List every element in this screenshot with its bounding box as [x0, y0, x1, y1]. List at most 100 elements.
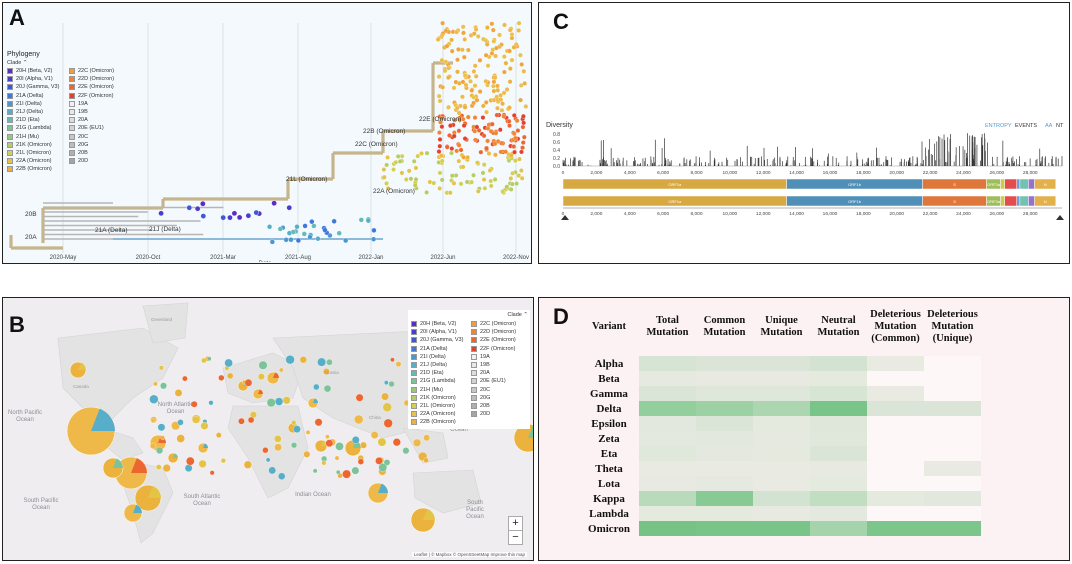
tip-node	[466, 47, 471, 53]
zoom-out-button[interactable]: −	[508, 530, 523, 545]
legend-item[interactable]: 20J (Gamma, V3)	[7, 83, 69, 91]
legend-label: 20D	[78, 158, 89, 165]
nt-toggle[interactable]: NT	[1056, 123, 1064, 129]
legend-item[interactable]: 20H (Beta, V2)	[411, 320, 471, 328]
tip-node	[437, 186, 443, 191]
legend-item[interactable]: 22A (Omicron)	[411, 410, 471, 418]
tip-node	[471, 172, 476, 178]
legend-item[interactable]: 19A	[69, 100, 131, 108]
legend-item[interactable]: 20H (Beta, V2)	[7, 67, 69, 75]
legend-item[interactable]: 20D	[471, 410, 529, 418]
legend-item[interactable]: 20G	[69, 141, 131, 149]
map-attribution[interactable]: Leaflet | © Mapbox © OpenStreetMap Impro…	[411, 552, 527, 557]
legend-item[interactable]: 21H (Mu)	[411, 386, 471, 394]
legend-item[interactable]: 20A	[69, 116, 131, 124]
legend-item[interactable]: 21A (Delta)	[411, 345, 471, 353]
tip-node	[439, 177, 445, 183]
legend-item[interactable]: 21G (Lambda)	[411, 377, 471, 385]
legend-item[interactable]: 21G (Lambda)	[7, 124, 69, 132]
legend-item[interactable]: 21A (Delta)	[7, 92, 69, 100]
legend-swatch	[411, 378, 417, 385]
legend-swatch	[69, 100, 75, 107]
legend-item[interactable]: 21I (Delta)	[411, 353, 471, 361]
legend-item[interactable]: 21J (Delta)	[7, 108, 69, 116]
legend-label: 21A (Delta)	[420, 345, 448, 352]
legend-item[interactable]: 21D (Eta)	[7, 116, 69, 124]
heatmap-cell	[924, 461, 981, 476]
legend-item[interactable]: 20D	[69, 157, 131, 165]
heatmap-cell	[867, 431, 924, 446]
legend-item[interactable]: 22C (Omicron)	[69, 67, 131, 75]
legend-item[interactable]: 21D (Eta)	[411, 369, 471, 377]
heatmap-cell	[696, 446, 753, 461]
legend-swatch	[7, 100, 13, 107]
legend-item[interactable]: 20C	[69, 133, 131, 141]
legend-item[interactable]: 20J (Gamma, V3)	[411, 336, 471, 344]
tip-node	[288, 237, 294, 243]
legend-item[interactable]: 20G	[471, 394, 529, 402]
tip-node	[521, 120, 526, 126]
zoom-in-button[interactable]: +	[508, 516, 523, 531]
tip-node	[475, 189, 481, 194]
legend-item[interactable]: 19A	[471, 353, 529, 361]
legend-item[interactable]: 20A	[471, 369, 529, 377]
tip-node	[435, 37, 441, 42]
tip-node	[460, 94, 465, 100]
legend-label: 20D	[480, 411, 491, 418]
legend-item[interactable]: 21L (Omicron)	[7, 149, 69, 157]
tip-node	[515, 128, 521, 133]
legend-item[interactable]: 22D (Omicron)	[471, 328, 529, 336]
legend-item[interactable]: 22F (Omicron)	[471, 345, 529, 353]
legend-header[interactable]: Clade ⌃	[507, 312, 528, 318]
legend-item[interactable]: 22F (Omicron)	[69, 92, 131, 100]
legend-item[interactable]: 19B	[471, 361, 529, 369]
legend-item[interactable]: 20B	[471, 402, 529, 410]
heatmap-cell	[924, 491, 981, 506]
tip-node	[393, 160, 399, 165]
legend-item[interactable]: 22B (Omicron)	[7, 165, 69, 173]
legend-item[interactable]: 22C (Omicron)	[471, 320, 529, 328]
tip-node	[302, 223, 308, 229]
location-dot	[279, 367, 284, 373]
legend-item[interactable]: 21K (Omicron)	[7, 141, 69, 149]
legend-subtitle[interactable]: Clade ⌃	[7, 60, 28, 66]
tip-node	[431, 180, 437, 186]
legend-item[interactable]: 21L (Omicron)	[411, 402, 471, 410]
legend-item[interactable]: 22E (Omicron)	[69, 83, 131, 91]
legend-item[interactable]: 20E (EU1)	[69, 124, 131, 132]
variant-name: Omicron	[588, 522, 630, 535]
legend-item[interactable]: 20I (Alpha, V1)	[411, 328, 471, 336]
legend-item[interactable]: 22E (Omicron)	[471, 336, 529, 344]
x-tick-label: 10,000	[723, 170, 738, 176]
location-dot	[313, 383, 320, 391]
legend-item[interactable]: 21K (Omicron)	[411, 394, 471, 402]
legend-item[interactable]: 20I (Alpha, V1)	[7, 75, 69, 83]
tip-node	[503, 60, 509, 66]
location-dot	[268, 466, 277, 475]
legend-item[interactable]: 21H (Mu)	[7, 133, 69, 141]
tip-node	[439, 58, 445, 63]
x-tick-label: 18,000	[856, 170, 871, 176]
legend-item[interactable]: 22A (Omicron)	[7, 157, 69, 165]
tip-node	[481, 177, 487, 182]
legend-item[interactable]: 21J (Delta)	[411, 361, 471, 369]
legend-item[interactable]: 21I (Delta)	[7, 100, 69, 108]
gene-block	[1004, 195, 1017, 207]
heatmap-cell	[810, 506, 867, 521]
location-dot	[293, 425, 301, 433]
entropy-toggle[interactable]: ENTROPY	[985, 123, 1012, 129]
legend-item[interactable]: 22B (Omicron)	[411, 418, 471, 426]
legend-item[interactable]: 20B	[69, 149, 131, 157]
panel-a-phylogeny: A Phylogeny Clade ⌃ 20H (Beta, V2) 22C (O…	[2, 2, 532, 264]
location-dot	[176, 434, 185, 443]
aa-toggle[interactable]: AA	[1045, 123, 1053, 129]
legend-item[interactable]: 20E (EU1)	[471, 377, 529, 385]
panel-letter-c: C	[553, 9, 569, 34]
tip-node	[436, 74, 442, 79]
legend-swatch	[7, 76, 13, 83]
legend-item[interactable]: 19B	[69, 108, 131, 116]
legend-item[interactable]: 22D (Omicron)	[69, 75, 131, 83]
events-toggle[interactable]: EVENTS	[1015, 123, 1038, 129]
legend-item[interactable]: 20C	[471, 386, 529, 394]
tip-node	[440, 20, 445, 26]
